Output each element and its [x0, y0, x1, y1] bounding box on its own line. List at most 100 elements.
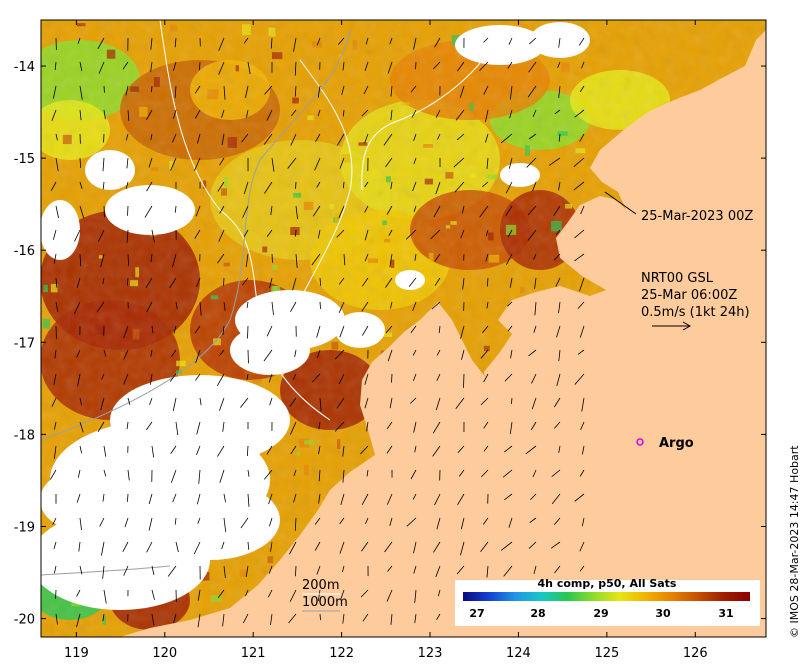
- current-arrow: [434, 253, 441, 262]
- current-arrow: [264, 85, 273, 95]
- current-arrow: [79, 61, 83, 72]
- x-tick-label: 123: [418, 646, 443, 661]
- cloud-patch: [335, 312, 385, 348]
- current-arrow: [383, 133, 393, 146]
- colorbar-tick-label: 29: [593, 607, 608, 620]
- current-arrow: [199, 301, 202, 316]
- current-arrow: [412, 181, 417, 192]
- cloud-patch: [41, 470, 120, 530]
- y-axis: -14 -15 -16 -17 -18 -19 -20: [14, 60, 766, 628]
- current-arrow: [219, 397, 225, 411]
- current-arrow: [246, 109, 249, 118]
- y-tick-label: -16: [14, 244, 35, 259]
- current-arrow: [434, 493, 441, 506]
- current-arrow: [579, 277, 585, 292]
- current-arrow: [485, 133, 489, 143]
- current-arrow: [146, 541, 153, 553]
- current-arrow: [339, 517, 345, 525]
- current-arrow: [218, 61, 225, 75]
- current-arrow: [457, 493, 465, 506]
- current-arrow: [408, 277, 417, 287]
- bathymetry-contours: [41, 20, 501, 576]
- current-arrow: [384, 541, 393, 553]
- current-arrow: [263, 133, 273, 145]
- current-arrow: [430, 229, 441, 240]
- current-arrow: [288, 613, 297, 624]
- current-arrow: [556, 325, 561, 338]
- current-arrow: [293, 37, 297, 52]
- current-arrow: [431, 301, 441, 310]
- current-arrow: [223, 85, 226, 100]
- current-arrow: [527, 229, 537, 241]
- current-arrow: [266, 445, 273, 455]
- current-arrow: [218, 229, 225, 242]
- current-arrow: [52, 85, 57, 99]
- current-arrow: [413, 205, 417, 213]
- current-arrow: [581, 445, 585, 455]
- current-arrow: [270, 613, 273, 626]
- colorbar-title: 4h comp, p50, All Sats: [538, 577, 677, 590]
- current-arrow: [505, 205, 513, 216]
- current-arrow: [264, 181, 273, 194]
- current-arrow: [557, 61, 561, 69]
- current-arrow: [461, 349, 465, 360]
- current-arrow: [219, 205, 225, 214]
- cloud-patch: [455, 25, 545, 65]
- current-arrow: [242, 205, 249, 218]
- contour-200m-c: [361, 29, 501, 191]
- current-arrow: [316, 37, 321, 46]
- current-arrow: [364, 61, 369, 71]
- current-arrow: [482, 325, 489, 334]
- current-arrow: [554, 517, 561, 526]
- current-arrow: [103, 469, 107, 477]
- current-arrow: [103, 349, 107, 357]
- current-arrow: [100, 397, 105, 411]
- current-arrow: [127, 397, 131, 405]
- current-arrow: [437, 133, 441, 140]
- current-arrow: [102, 565, 105, 579]
- current-arrow: [578, 37, 585, 46]
- current-arrow: [342, 109, 345, 117]
- current-arrow: [222, 613, 225, 627]
- current-arrow: [527, 85, 537, 98]
- x-tick-label: 119: [64, 646, 89, 661]
- current-arrow: [457, 445, 465, 454]
- current-arrow: [169, 277, 177, 289]
- current-arrow: [196, 493, 201, 505]
- current-arrow: [412, 301, 417, 312]
- current-arrow: [73, 301, 81, 315]
- current-arrow: [245, 565, 249, 578]
- current-arrow: [482, 517, 489, 525]
- current-arrow: [194, 85, 201, 94]
- current-arrow: [268, 493, 273, 505]
- current-arrow: [123, 565, 129, 576]
- current-arrow: [150, 61, 153, 72]
- current-arrow: [579, 469, 585, 477]
- current-arrow: [175, 541, 179, 553]
- current-arrow: [340, 493, 345, 505]
- current-arrow: [268, 565, 273, 574]
- current-arrow: [266, 325, 273, 337]
- current-arrow: [55, 301, 59, 312]
- current-arrow: [574, 229, 585, 239]
- cloud-patch: [230, 325, 310, 375]
- current-arrow: [175, 421, 179, 436]
- current-arrow: [343, 253, 346, 266]
- current-arrow: [74, 229, 81, 242]
- current-arrow: [581, 61, 585, 69]
- current-arrow: [385, 157, 393, 168]
- current-arrow: [79, 517, 82, 531]
- current-arrow: [173, 325, 177, 334]
- current-arrow: [580, 421, 585, 430]
- current-arrow: [79, 253, 82, 267]
- current-arrow: [339, 541, 345, 554]
- current-arrow: [271, 301, 274, 315]
- current-arrow: [435, 109, 441, 118]
- current-arrow: [579, 85, 585, 93]
- current-arrow: [361, 109, 369, 117]
- current-arrow: [263, 349, 273, 362]
- current-arrow: [127, 109, 130, 121]
- scale-arrow: [652, 321, 692, 331]
- current-arrow: [480, 349, 489, 359]
- current-arrow: [531, 373, 537, 384]
